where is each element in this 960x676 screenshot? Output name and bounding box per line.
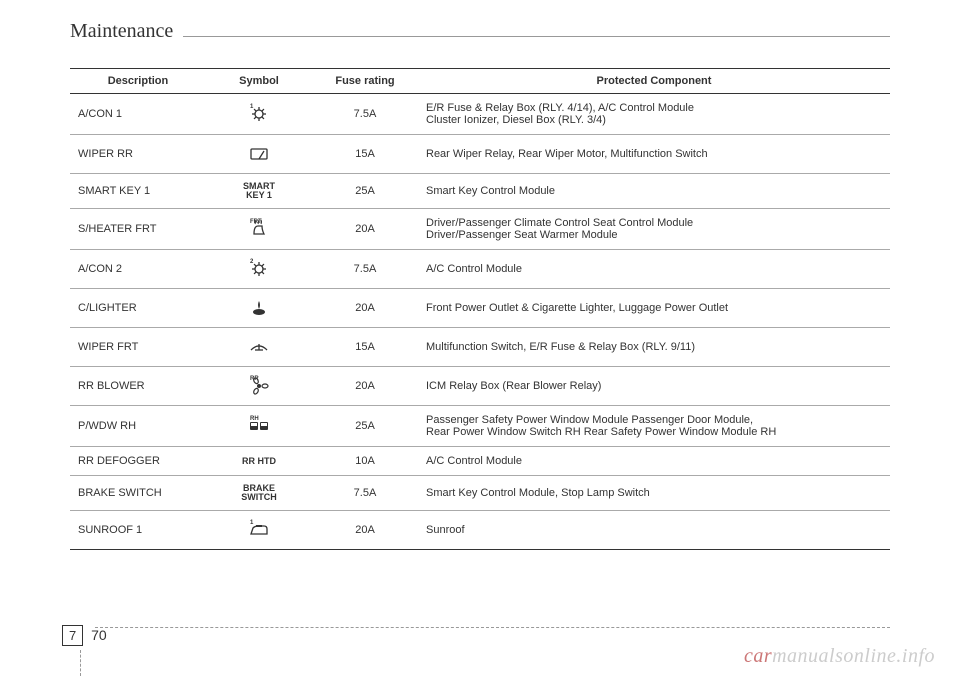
cell-symbol: FRT bbox=[206, 209, 312, 250]
cell-symbol: RH bbox=[206, 406, 312, 447]
svg-text:1: 1 bbox=[250, 520, 254, 526]
cell-description: A/CON 2 bbox=[70, 250, 206, 289]
cell-symbol bbox=[206, 289, 312, 328]
col-description: Description bbox=[70, 69, 206, 94]
cell-protected: Smart Key Control Module bbox=[418, 174, 890, 209]
cell-description: C/LIGHTER bbox=[70, 289, 206, 328]
cell-protected: Driver/Passenger Climate Control Seat Co… bbox=[418, 209, 890, 250]
cell-protected: A/C Control Module bbox=[418, 250, 890, 289]
cell-rating: 20A bbox=[312, 289, 418, 328]
cell-symbol: 1 bbox=[206, 94, 312, 135]
cell-protected: Rear Wiper Relay, Rear Wiper Motor, Mult… bbox=[418, 135, 890, 174]
cell-description: SMART KEY 1 bbox=[70, 174, 206, 209]
table-body: A/CON 117.5AE/R Fuse & Relay Box (RLY. 4… bbox=[70, 94, 890, 550]
cell-protected: A/C Control Module bbox=[418, 447, 890, 476]
table-row: A/CON 2 2 7.5AA/C Control Module bbox=[70, 250, 890, 289]
cell-symbol bbox=[206, 135, 312, 174]
cell-rating: 7.5A bbox=[312, 94, 418, 135]
table-row: RR BLOWERRR20AICM Relay Box (Rear Blower… bbox=[70, 367, 890, 406]
table-row: SUNROOF 1 1 20ASunroof bbox=[70, 511, 890, 550]
cell-rating: 20A bbox=[312, 511, 418, 550]
table-row: BRAKE SWITCHBRAKE SWITCH7.5ASmart Key Co… bbox=[70, 476, 890, 511]
col-fuse-rating: Fuse rating bbox=[312, 69, 418, 94]
cell-symbol: BRAKE SWITCH bbox=[206, 476, 312, 511]
cell-protected: E/R Fuse & Relay Box (RLY. 4/14), A/C Co… bbox=[418, 94, 890, 135]
table-row: S/HEATER FRTFRT20ADriver/Passenger Clima… bbox=[70, 209, 890, 250]
table-header-row: Description Symbol Fuse rating Protected… bbox=[70, 69, 890, 94]
cell-rating: 15A bbox=[312, 328, 418, 367]
watermark-rest: manualsonline.info bbox=[772, 645, 935, 667]
table-row: C/LIGHTER 20AFront Power Outlet & Cigaret… bbox=[70, 289, 890, 328]
cell-symbol: RR bbox=[206, 367, 312, 406]
fuse-table: Description Symbol Fuse rating Protected… bbox=[70, 68, 890, 550]
cell-protected: Multifunction Switch, E/R Fuse & Relay B… bbox=[418, 328, 890, 367]
cell-description: RR DEFOGGER bbox=[70, 447, 206, 476]
cell-rating: 20A bbox=[312, 209, 418, 250]
cell-rating: 25A bbox=[312, 174, 418, 209]
table-row: WIPER FRT 15AMultifunction Switch, E/R Fu… bbox=[70, 328, 890, 367]
header-rule bbox=[183, 36, 890, 37]
table-row: RR DEFOGGERRR HTD10AA/C Control Module bbox=[70, 447, 890, 476]
cell-symbol: SMART KEY 1 bbox=[206, 174, 312, 209]
cell-symbol: RR HTD bbox=[206, 447, 312, 476]
cell-rating: 10A bbox=[312, 447, 418, 476]
cell-symbol bbox=[206, 328, 312, 367]
cell-protected: Sunroof bbox=[418, 511, 890, 550]
cell-description: RR BLOWER bbox=[70, 367, 206, 406]
cell-protected: Passenger Safety Power Window Module Pas… bbox=[418, 406, 890, 447]
cell-rating: 7.5A bbox=[312, 250, 418, 289]
section-number: 7 bbox=[62, 625, 83, 646]
cell-protected: Front Power Outlet & Cigarette Lighter, … bbox=[418, 289, 890, 328]
cell-description: WIPER FRT bbox=[70, 328, 206, 367]
svg-text:RH: RH bbox=[250, 416, 259, 422]
table-row: A/CON 1 1 7.5AE/R Fuse & Relay Box (RLY. 4… bbox=[70, 94, 890, 135]
page-header: Maintenance bbox=[70, 20, 890, 43]
watermark-accent: car bbox=[744, 645, 772, 667]
cell-rating: 25A bbox=[312, 406, 418, 447]
cell-rating: 15A bbox=[312, 135, 418, 174]
cell-description: S/HEATER FRT bbox=[70, 209, 206, 250]
cell-protected: ICM Relay Box (Rear Blower Relay) bbox=[418, 367, 890, 406]
page-title: Maintenance bbox=[70, 20, 183, 43]
cell-symbol: 1 bbox=[206, 511, 312, 550]
col-protected: Protected Component bbox=[418, 69, 890, 94]
cell-rating: 7.5A bbox=[312, 476, 418, 511]
footer-dashed-vline bbox=[80, 650, 81, 676]
cell-description: P/WDW RH bbox=[70, 406, 206, 447]
page-footer: 7 70 bbox=[62, 625, 107, 646]
cell-description: SUNROOF 1 bbox=[70, 511, 206, 550]
svg-text:1: 1 bbox=[250, 104, 254, 110]
table-row: WIPER RR 15ARear Wiper Relay, Rear Wiper … bbox=[70, 135, 890, 174]
cell-description: BRAKE SWITCH bbox=[70, 476, 206, 511]
cell-protected: Smart Key Control Module, Stop Lamp Swit… bbox=[418, 476, 890, 511]
footer-dashed-line bbox=[95, 627, 890, 628]
cell-description: A/CON 1 bbox=[70, 94, 206, 135]
watermark: carmanualsonline.info bbox=[744, 645, 935, 668]
cell-rating: 20A bbox=[312, 367, 418, 406]
page-number: 70 bbox=[91, 627, 107, 643]
table-row: SMART KEY 1SMART KEY 125ASmart Key Contr… bbox=[70, 174, 890, 209]
cell-symbol: 2 bbox=[206, 250, 312, 289]
svg-text:2: 2 bbox=[250, 259, 254, 265]
page-container: Maintenance Description Symbol Fuse rati… bbox=[0, 0, 960, 676]
col-symbol: Symbol bbox=[206, 69, 312, 94]
cell-description: WIPER RR bbox=[70, 135, 206, 174]
table-row: P/WDW RH RH 25APassenger Safety Power Wind… bbox=[70, 406, 890, 447]
